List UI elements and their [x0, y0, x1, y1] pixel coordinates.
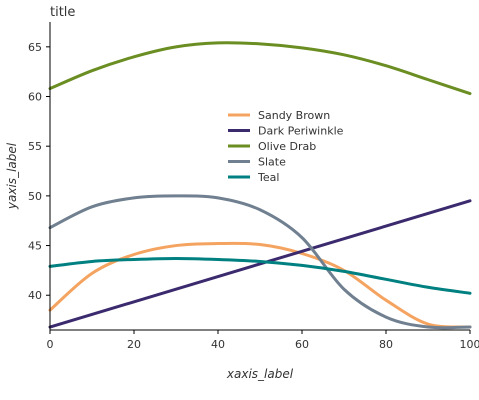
y-tick-label: 45 [28, 240, 42, 253]
x-tick-label: 0 [47, 338, 54, 351]
y-tick-label: 55 [28, 140, 42, 153]
legend: Sandy Brown Dark Periwinkle Olive Drab Slat… [228, 109, 344, 184]
x-tick-label: 40 [211, 338, 225, 351]
x-ticks: 0 20 40 60 80 100 [47, 330, 479, 351]
series-line-sandy-brown [48, 241, 472, 329]
y-tick-label: 50 [28, 190, 42, 203]
plot-area [48, 41, 472, 330]
x-axis-title: xaxis_label [226, 367, 294, 381]
legend-label: Teal [257, 171, 279, 184]
series-line-olive-drab [48, 41, 472, 96]
legend-label: Dark Periwinkle [258, 125, 344, 138]
x-tick-label: 20 [127, 338, 141, 351]
y-ticks: 40 45 50 55 60 65 [28, 41, 50, 302]
chart-title: title [50, 5, 75, 20]
legend-label: Slate [258, 156, 286, 169]
series-line-slate [48, 194, 472, 330]
y-tick-label: 40 [28, 289, 42, 302]
x-tick-label: 60 [295, 338, 309, 351]
legend-label: Sandy Brown [258, 109, 330, 122]
series-line-dark-periwinkle [48, 199, 472, 329]
legend-label: Olive Drab [258, 140, 316, 153]
y-axis-title: yaxis_label [5, 142, 19, 210]
x-tick-label: 100 [460, 338, 479, 351]
y-tick-label: 60 [28, 91, 42, 104]
x-tick-label: 80 [379, 338, 393, 351]
y-tick-label: 65 [28, 41, 42, 54]
series-line-teal [48, 256, 472, 295]
